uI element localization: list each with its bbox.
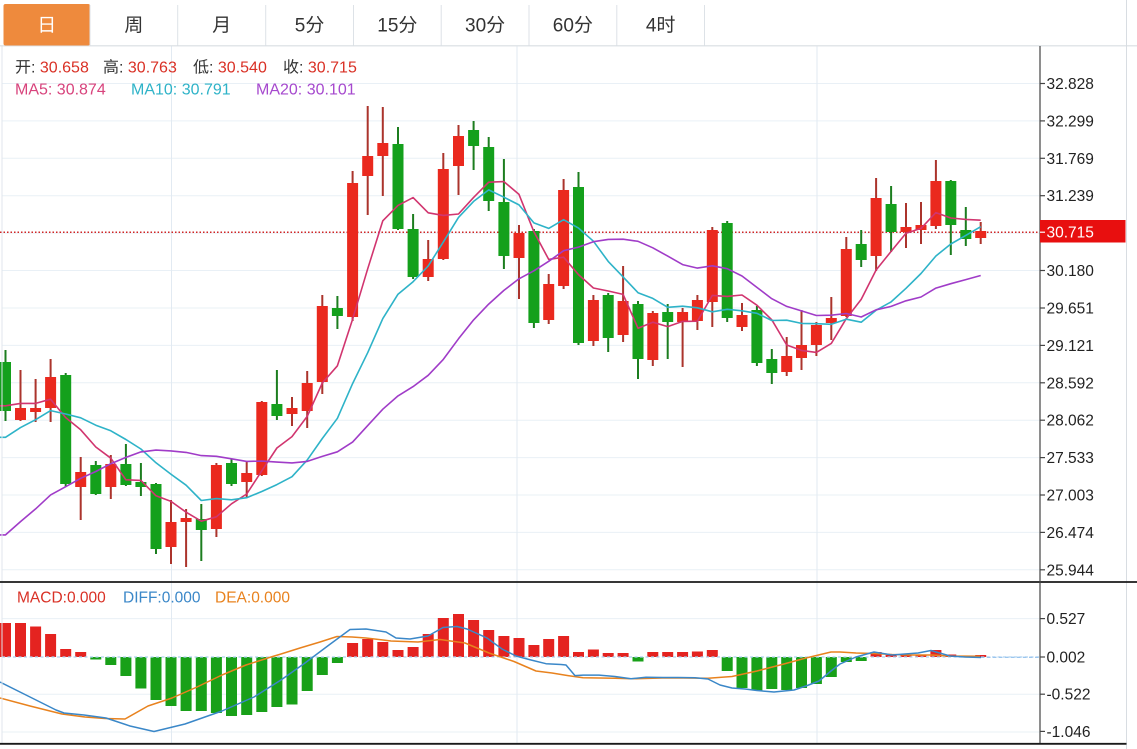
svg-text:30.715: 30.715 bbox=[1047, 225, 1094, 242]
svg-text:0.527: 0.527 bbox=[1047, 611, 1086, 628]
svg-text:5: 5 bbox=[388, 16, 399, 37]
svg-text:6: 6 bbox=[553, 16, 564, 37]
svg-text:27.003: 27.003 bbox=[1047, 488, 1094, 505]
svg-text:3: 3 bbox=[465, 16, 476, 37]
svg-text:31.239: 31.239 bbox=[1047, 188, 1094, 205]
svg-text:MA5: 30.874: MA5: 30.874 bbox=[15, 82, 106, 99]
svg-text:31.769: 31.769 bbox=[1047, 151, 1094, 168]
svg-text:MACD:0.000: MACD:0.000 bbox=[17, 590, 106, 607]
svg-text:32.299: 32.299 bbox=[1047, 113, 1094, 130]
svg-text:26.474: 26.474 bbox=[1047, 525, 1095, 542]
svg-text:5: 5 bbox=[295, 16, 306, 37]
svg-text:: 30.658: : 30.658 bbox=[31, 60, 89, 77]
svg-text:0: 0 bbox=[476, 16, 487, 37]
svg-text:30.180: 30.180 bbox=[1047, 263, 1095, 280]
svg-text:28.592: 28.592 bbox=[1047, 375, 1094, 392]
svg-text:: 30.763: : 30.763 bbox=[119, 60, 177, 77]
svg-text:0: 0 bbox=[563, 16, 574, 37]
svg-text:32.828: 32.828 bbox=[1047, 76, 1094, 93]
svg-text:DIFF:0.000: DIFF:0.000 bbox=[123, 590, 201, 607]
svg-text:0.002: 0.002 bbox=[1047, 650, 1086, 667]
svg-text:4: 4 bbox=[646, 16, 657, 37]
svg-text:29.651: 29.651 bbox=[1047, 301, 1094, 318]
svg-text:1: 1 bbox=[377, 16, 388, 37]
svg-text:MA20: 30.101: MA20: 30.101 bbox=[256, 82, 356, 99]
svg-text:MA10: 30.791: MA10: 30.791 bbox=[131, 82, 231, 99]
svg-text:28.062: 28.062 bbox=[1047, 413, 1094, 430]
svg-text:-1.046: -1.046 bbox=[1047, 724, 1091, 741]
svg-text:-0.522: -0.522 bbox=[1047, 687, 1091, 704]
svg-text:25.944: 25.944 bbox=[1047, 562, 1095, 579]
svg-text:DEA:0.000: DEA:0.000 bbox=[215, 590, 290, 607]
svg-text:27.533: 27.533 bbox=[1047, 450, 1094, 467]
svg-text:: 30.540: : 30.540 bbox=[209, 60, 267, 77]
svg-text:: 30.715: : 30.715 bbox=[299, 60, 357, 77]
svg-text:29.121: 29.121 bbox=[1047, 338, 1094, 355]
